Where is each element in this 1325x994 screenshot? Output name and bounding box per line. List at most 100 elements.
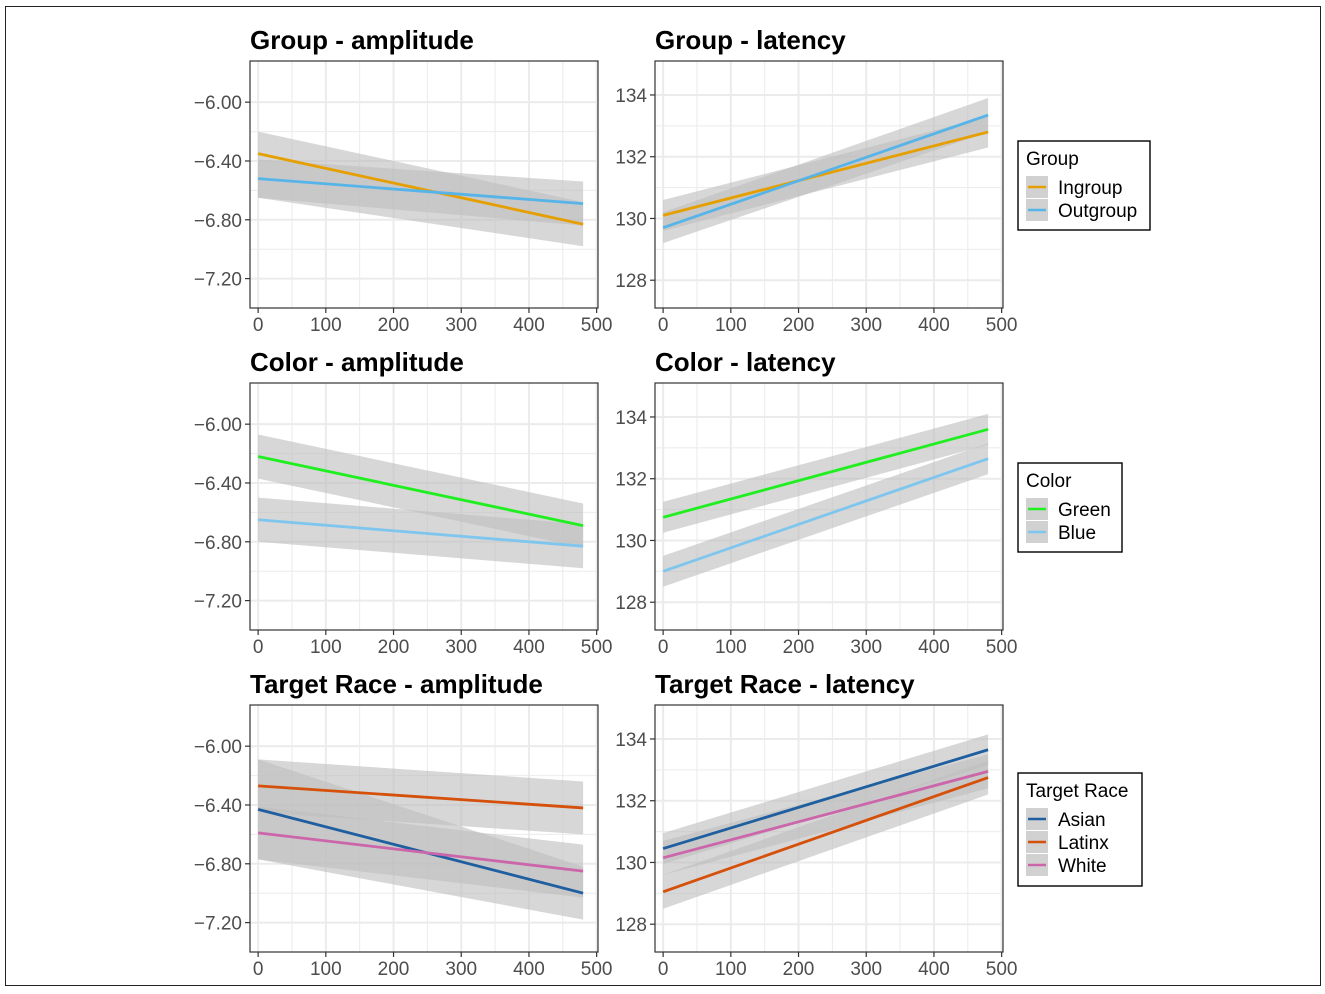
y-tick-label: 130 bbox=[615, 853, 647, 874]
x-tick-label: 0 bbox=[253, 637, 264, 658]
x-tick-label: 100 bbox=[310, 315, 342, 336]
y-tick-label: 130 bbox=[615, 209, 647, 230]
panel-border bbox=[654, 382, 1004, 631]
x-tick-label: 500 bbox=[581, 959, 613, 980]
series-line-outgroup bbox=[662, 113, 989, 230]
panel-title: Group - latency bbox=[655, 25, 846, 55]
series-line-green bbox=[662, 427, 989, 519]
legend-item-label: White bbox=[1058, 856, 1107, 877]
x-tick-label: 200 bbox=[378, 637, 410, 658]
x-tick-label: 300 bbox=[850, 637, 882, 658]
series-line-white bbox=[662, 770, 989, 860]
legend-item-label: Asian bbox=[1058, 810, 1106, 831]
legend-item-label: Blue bbox=[1058, 523, 1096, 544]
x-tick-label: 200 bbox=[378, 315, 410, 336]
panel-border bbox=[654, 60, 1004, 309]
x-tick-label: 0 bbox=[658, 637, 669, 658]
x-tick-label: 400 bbox=[513, 637, 545, 658]
panel-3: Color - amplitude 0 100 200 300 400 500 −6.00 −6… bbox=[194, 347, 613, 658]
y-tick-label: 128 bbox=[615, 593, 647, 614]
x-tick-label: 100 bbox=[715, 959, 747, 980]
x-tick-label: 500 bbox=[986, 959, 1018, 980]
panel-border bbox=[249, 60, 599, 309]
y-tick-label: −6.00 bbox=[194, 737, 242, 758]
x-tick-label: 200 bbox=[378, 959, 410, 980]
series-line-green bbox=[257, 455, 584, 527]
y-tick-label: 134 bbox=[615, 408, 647, 429]
series-line-outgroup bbox=[258, 177, 584, 206]
y-tick-label: −6.40 bbox=[194, 152, 242, 173]
panel-border bbox=[249, 382, 599, 631]
y-tick-label: −7.20 bbox=[194, 270, 242, 291]
x-tick-label: 0 bbox=[253, 315, 264, 336]
y-tick-label: −7.20 bbox=[194, 914, 242, 935]
x-tick-label: 500 bbox=[986, 637, 1018, 658]
confidence-band bbox=[258, 159, 584, 226]
legend-item-label: Ingroup bbox=[1058, 178, 1122, 199]
y-tick-label: −6.40 bbox=[194, 474, 242, 495]
panel-title: Color - amplitude bbox=[250, 347, 464, 377]
x-tick-label: 100 bbox=[715, 315, 747, 336]
legend-title: Color bbox=[1026, 471, 1072, 492]
x-tick-label: 400 bbox=[918, 959, 950, 980]
series-line-blue bbox=[662, 457, 989, 573]
x-tick-label: 300 bbox=[445, 637, 477, 658]
x-tick-label: 0 bbox=[658, 315, 669, 336]
legend-title: Group bbox=[1026, 149, 1079, 170]
x-tick-label: 400 bbox=[513, 315, 545, 336]
series-line-asian bbox=[662, 748, 989, 850]
panel-border bbox=[249, 704, 599, 953]
y-tick-label: 132 bbox=[615, 792, 647, 813]
x-tick-label: 300 bbox=[445, 959, 477, 980]
x-tick-label: 500 bbox=[986, 315, 1018, 336]
x-tick-label: 500 bbox=[581, 637, 613, 658]
y-tick-label: 132 bbox=[615, 148, 647, 169]
series-line-ingroup bbox=[257, 152, 584, 226]
x-tick-label: 300 bbox=[850, 315, 882, 336]
x-tick-label: 100 bbox=[310, 637, 342, 658]
panel-title: Target Race - amplitude bbox=[250, 669, 543, 699]
y-tick-label: 128 bbox=[615, 915, 647, 936]
series-line-ingroup bbox=[662, 130, 989, 217]
x-tick-label: 200 bbox=[783, 315, 815, 336]
y-tick-label: −6.40 bbox=[194, 796, 242, 817]
y-tick-label: −6.00 bbox=[194, 93, 242, 114]
x-tick-label: 300 bbox=[445, 315, 477, 336]
legend-title: Target Race bbox=[1026, 781, 1128, 802]
x-tick-label: 100 bbox=[715, 637, 747, 658]
panel-2: Group - latency 0 100 200 300 400 500 134 132 130… bbox=[615, 25, 1017, 336]
x-tick-label: 400 bbox=[513, 959, 545, 980]
y-tick-label: −7.20 bbox=[194, 592, 242, 613]
panel-5: Target Race - amplitude 0 100 200 300 400 500 −… bbox=[194, 669, 613, 980]
x-tick-label: 300 bbox=[850, 959, 882, 980]
series-line-blue bbox=[258, 518, 584, 548]
y-tick-label: −6.80 bbox=[194, 855, 242, 876]
x-tick-label: 400 bbox=[918, 315, 950, 336]
series-line-latinx bbox=[258, 784, 584, 810]
x-tick-label: 500 bbox=[581, 315, 613, 336]
legend-item-label: Green bbox=[1058, 500, 1111, 521]
y-tick-label: 130 bbox=[615, 531, 647, 552]
panel-4: Color - latency 0 100 200 300 400 500 134 132 130… bbox=[615, 347, 1017, 658]
x-tick-label: 200 bbox=[783, 959, 815, 980]
panel-title: Color - latency bbox=[655, 347, 836, 377]
x-tick-label: 200 bbox=[783, 637, 815, 658]
series-line-white bbox=[257, 831, 584, 873]
y-tick-label: −6.00 bbox=[194, 415, 242, 436]
legend-item-label: Latinx bbox=[1058, 833, 1109, 854]
panel-title: Target Race - latency bbox=[655, 669, 915, 699]
panel-title: Group - amplitude bbox=[250, 25, 474, 55]
panel-1: Group - amplitude 0 100 200 300 400 500 −6.00 −6… bbox=[194, 25, 613, 336]
legend-item-label: Outgroup bbox=[1058, 201, 1137, 222]
y-tick-label: 134 bbox=[615, 86, 647, 107]
panel-6: Target Race - latency 0 100 200 300 400 500 134… bbox=[615, 669, 1017, 980]
x-tick-label: 400 bbox=[918, 637, 950, 658]
y-tick-label: 128 bbox=[615, 271, 647, 292]
x-tick-label: 100 bbox=[310, 959, 342, 980]
y-tick-label: 134 bbox=[615, 730, 647, 751]
series-line-latinx bbox=[662, 776, 989, 894]
